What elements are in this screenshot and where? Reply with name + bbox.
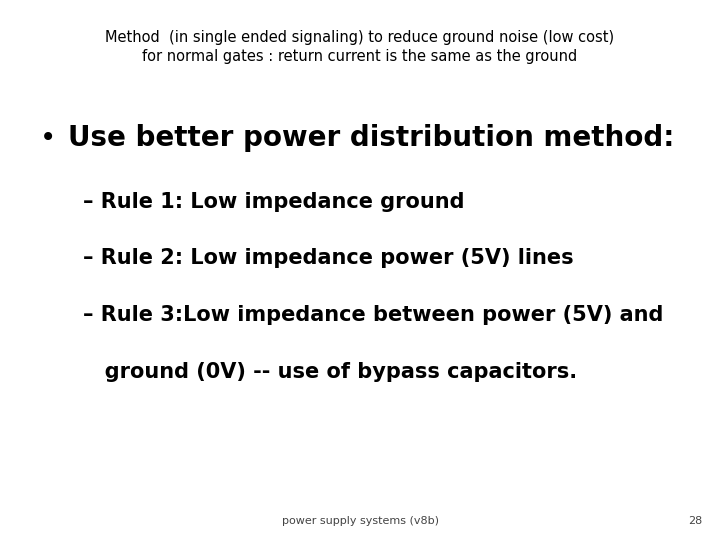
Text: – Rule 2: Low impedance power (5V) lines: – Rule 2: Low impedance power (5V) lines xyxy=(83,248,573,268)
Text: – Rule 3:Low impedance between power (5V) and: – Rule 3:Low impedance between power (5V… xyxy=(83,305,663,325)
Text: Use better power distribution method:: Use better power distribution method: xyxy=(68,124,675,152)
Text: – Rule 1: Low impedance ground: – Rule 1: Low impedance ground xyxy=(83,192,464,212)
Text: •: • xyxy=(40,124,56,152)
Text: ground (0V) -- use of bypass capacitors.: ground (0V) -- use of bypass capacitors. xyxy=(83,362,577,382)
Text: 28: 28 xyxy=(688,516,702,526)
Text: Method  (in single ended signaling) to reduce ground noise (low cost)
for normal: Method (in single ended signaling) to re… xyxy=(105,30,615,64)
Text: power supply systems (v8b): power supply systems (v8b) xyxy=(282,516,438,526)
